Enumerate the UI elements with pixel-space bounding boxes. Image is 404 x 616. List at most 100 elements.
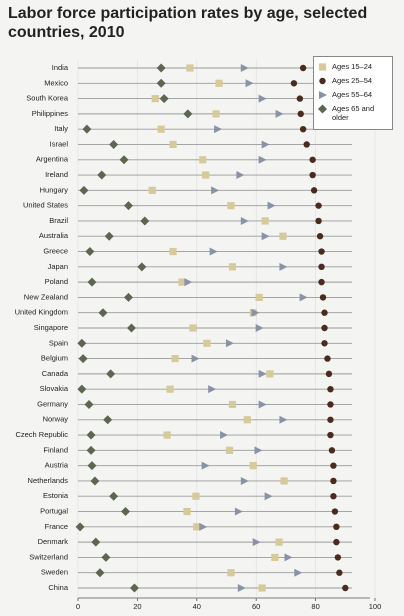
data-point	[123, 292, 133, 302]
data-point	[140, 216, 150, 226]
data-point	[228, 400, 237, 409]
data-point	[258, 155, 267, 164]
data-point	[97, 170, 107, 180]
data-point	[342, 584, 349, 592]
data-point	[324, 355, 331, 362]
data-point	[82, 124, 92, 134]
data-point	[327, 385, 334, 393]
data-point	[227, 202, 235, 210]
data-point	[318, 263, 325, 271]
data-point	[91, 537, 101, 547]
y-tick-label: Japan	[48, 262, 68, 271]
legend-marker	[319, 77, 326, 85]
data-point	[261, 140, 270, 149]
data-point	[255, 293, 263, 302]
y-tick-label: United States	[23, 201, 68, 210]
data-point	[178, 278, 186, 286]
data-point	[316, 233, 324, 240]
chart-title: Labor force participation rates by age, …	[8, 5, 368, 41]
legend-label: Ages 65 and older	[332, 104, 375, 122]
data-point	[266, 370, 274, 378]
data-point	[303, 141, 310, 148]
y-tick-label: Argentina	[36, 155, 69, 164]
data-point	[84, 399, 94, 409]
y-tick-label: Austria	[45, 461, 69, 470]
data-point	[327, 431, 334, 439]
data-point	[169, 247, 177, 256]
data-point	[191, 354, 200, 363]
y-tick-label: Sweden	[41, 568, 68, 577]
data-point	[299, 64, 307, 72]
data-point	[103, 415, 113, 425]
y-tick-label: Brazil	[49, 216, 68, 225]
legend-item: Ages 25–54	[317, 76, 389, 86]
data-point	[243, 416, 251, 424]
data-point	[95, 568, 105, 578]
data-point	[159, 94, 169, 104]
data-point	[290, 80, 298, 87]
x-tick-label: 0	[76, 602, 80, 611]
y-tick-label: Netherlands	[28, 476, 69, 485]
legend-swatch	[318, 104, 327, 114]
data-point	[333, 523, 340, 531]
y-tick-label: United Kingdom	[15, 308, 68, 317]
data-point	[330, 462, 337, 469]
data-point	[315, 217, 322, 225]
data-point	[267, 201, 276, 210]
y-tick-label: Mexico	[44, 78, 68, 87]
data-point	[275, 109, 284, 118]
data-point	[319, 294, 327, 301]
data-point	[208, 385, 217, 394]
legend-marker	[318, 63, 327, 71]
legend-swatch	[319, 77, 326, 85]
y-tick-label: Portugal	[40, 507, 68, 516]
data-point	[225, 446, 234, 454]
y-tick-label: Israel	[50, 139, 69, 148]
data-point	[225, 339, 234, 348]
legend-swatch	[318, 63, 327, 71]
data-point	[199, 156, 207, 164]
y-tick-label: Spain	[49, 338, 68, 347]
data-point	[214, 125, 223, 134]
data-point	[148, 186, 156, 194]
data-point	[258, 94, 267, 103]
y-tick-label: Poland	[45, 277, 68, 286]
data-point	[119, 155, 129, 165]
data-point	[261, 217, 269, 225]
y-tick-label: Norway	[43, 415, 69, 424]
data-point	[280, 477, 288, 485]
data-point	[78, 354, 88, 364]
data-point	[75, 522, 85, 532]
data-point	[169, 140, 177, 149]
legend-item: Ages 15–24	[317, 62, 389, 72]
data-point	[211, 186, 220, 195]
data-point	[333, 538, 340, 546]
y-tick-label: Estonia	[43, 491, 69, 500]
data-point	[328, 447, 336, 454]
y-tick-label: India	[52, 63, 69, 72]
legend-marker	[319, 91, 327, 99]
data-point	[309, 171, 316, 179]
data-point	[109, 139, 119, 149]
data-point	[203, 339, 211, 347]
data-point	[183, 109, 193, 119]
data-point	[189, 324, 197, 332]
data-point	[279, 232, 287, 240]
data-point	[310, 187, 318, 194]
data-point	[215, 79, 223, 87]
data-point	[336, 569, 343, 576]
y-tick-label: France	[45, 522, 68, 531]
data-point	[106, 369, 116, 379]
data-point	[234, 507, 243, 516]
data-point	[315, 202, 322, 209]
data-point	[86, 445, 96, 455]
data-point	[104, 231, 114, 241]
data-point	[299, 125, 307, 133]
data-point	[240, 476, 249, 485]
data-point	[318, 248, 325, 255]
data-point	[299, 293, 308, 302]
data-point	[252, 538, 261, 547]
x-tick-label: 100	[369, 602, 382, 611]
legend-swatch	[319, 91, 327, 99]
y-tick-label: Switzerland	[29, 552, 68, 561]
